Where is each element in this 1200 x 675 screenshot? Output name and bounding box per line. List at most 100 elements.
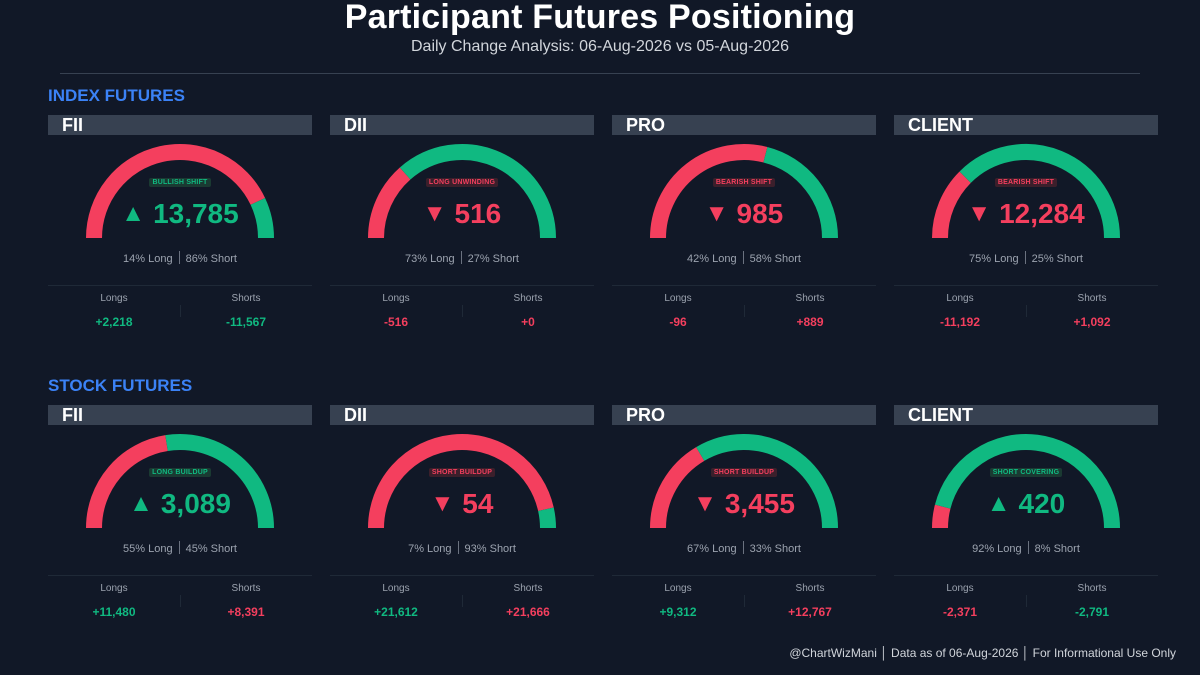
short-pct-label: 93% Short [464, 543, 516, 555]
signal-badge: SHORT COVERING [894, 468, 1158, 477]
longs-label: Longs [664, 583, 692, 594]
down-arrow-icon: ▼ [967, 200, 992, 227]
signal-badge-label: SHORT COVERING [989, 468, 1063, 477]
stats-column-divider [462, 595, 463, 607]
signal-badge: SHORT BUILDUP [330, 468, 594, 477]
shorts-label: Shorts [1077, 583, 1107, 594]
short-pct-label: 86% Short [185, 253, 237, 265]
stats-divider [894, 575, 1158, 576]
up-arrow-icon: ▲ [129, 490, 153, 517]
shorts-change-value: -11,567 [225, 315, 267, 329]
panel-header: PRO [612, 405, 876, 425]
shorts-change-value: +889 [796, 315, 824, 329]
gauge-long-segment [959, 144, 1120, 239]
shorts-label: Shorts [231, 293, 261, 304]
stats-column-divider [744, 305, 745, 317]
long-pct-label: 55% Long [123, 543, 173, 555]
ratio-divider [457, 541, 459, 554]
gauge [86, 143, 274, 239]
gauge-short-segment [650, 447, 705, 529]
stats-column-divider [180, 595, 181, 607]
long-short-ratio: 7% Long 93% Short [330, 541, 594, 555]
long-pct-label: 67% Long [687, 543, 737, 555]
long-pct-label: 73% Long [405, 253, 455, 265]
longs-change-value: -2,371 [942, 605, 978, 619]
gauge-long-segment [399, 144, 556, 239]
longs-label: Longs [664, 293, 692, 304]
net-change: ▲ 13,785 [48, 197, 312, 231]
ratio-divider [742, 541, 744, 554]
stats-column-divider [180, 305, 181, 317]
ratio-divider [742, 251, 744, 264]
stats-divider [612, 285, 876, 286]
longs-label: Longs [100, 293, 128, 304]
header-divider [60, 73, 1140, 74]
long-short-ratio: 73% Long 27% Short [330, 251, 594, 265]
stats-divider [330, 285, 594, 286]
net-change: ▲ 3,089 [48, 487, 312, 521]
participant-panel-pro: PRO SHORT BUILDUP ▼ 3,455 67% Long 33% Short L… [612, 405, 876, 635]
down-arrow-icon: ▼ [693, 490, 717, 517]
shorts-change-value: -2,791 [1074, 605, 1110, 619]
participant-panel-client: CLIENT BEARISH SHIFT ▼ 12,284 75% Long 25% Sh… [894, 115, 1158, 345]
section-title: STOCK FUTURES [48, 376, 193, 395]
stats-divider [48, 285, 312, 286]
stats-column-divider [1026, 595, 1027, 607]
gauge [650, 434, 838, 529]
participant-panel-client: CLIENT SHORT COVERING ▲ 420 92% Long 8% Short… [894, 405, 1158, 635]
longs-change-value: +2,218 [95, 315, 133, 329]
signal-badge: BEARISH SHIFT [894, 178, 1158, 187]
panel-header: CLIENT [894, 405, 1158, 425]
long-short-ratio: 67% Long 33% Short [612, 541, 876, 555]
net-change-value: 3,455 [724, 488, 795, 519]
net-change: ▼ 985 [612, 197, 876, 231]
gauge-short-segment [932, 171, 972, 239]
longs-change-value: +21,612 [374, 605, 418, 619]
gauge [368, 144, 556, 239]
stats-column-divider [1026, 305, 1027, 317]
signal-badge-label: SHORT BUILDUP [428, 468, 496, 477]
shorts-label: Shorts [795, 293, 825, 304]
footer-note: @ChartWizMani │ Data as of 06-Aug-2026 │… [789, 646, 1176, 660]
participant-panel-fii: FII BULLISH SHIFT ▲ 13,785 14% Long 86% Short… [48, 115, 312, 345]
stats-column-divider [744, 595, 745, 607]
shorts-change-value: +12,767 [788, 605, 832, 619]
gauge-long-segment [250, 197, 274, 239]
gauge-long-segment [763, 146, 838, 239]
short-pct-label: 25% Short [1031, 253, 1083, 265]
signal-badge-label: BEARISH SHIFT [712, 178, 776, 187]
gauge [86, 434, 274, 529]
short-pct-label: 33% Short [749, 543, 801, 555]
shorts-label: Shorts [513, 583, 543, 594]
participant-panel-fii: FII LONG BUILDUP ▲ 3,089 55% Long 45% Short Lo… [48, 405, 312, 635]
ratio-divider [1024, 251, 1026, 264]
long-short-ratio: 14% Long 86% Short [48, 251, 312, 265]
gauge-short-segment [86, 435, 169, 529]
stats-divider [330, 575, 594, 576]
ratio-divider [460, 251, 462, 264]
stats-divider [894, 285, 1158, 286]
gauge-long-segment [165, 434, 274, 529]
long-pct-label: 42% Long [687, 253, 737, 265]
net-change-value: 516 [454, 198, 502, 229]
gauge-short-segment [650, 144, 768, 239]
gauge [932, 433, 1120, 529]
shorts-change-value: +21,666 [506, 605, 550, 619]
shorts-change-value: +8,391 [227, 605, 265, 619]
long-short-ratio: 75% Long 25% Short [894, 251, 1158, 265]
net-change-value: 54 [462, 488, 494, 519]
net-change: ▼ 516 [330, 197, 594, 231]
gauge-short-segment [368, 434, 554, 529]
participant-panel-dii: DII SHORT BUILDUP ▼ 54 7% Long 93% Short Longs… [330, 405, 594, 635]
long-short-ratio: 92% Long 8% Short [894, 541, 1158, 555]
ratio-divider [1027, 541, 1029, 554]
panel-header: FII [48, 405, 312, 425]
panel-header: DII [330, 115, 594, 135]
net-change: ▼ 54 [330, 487, 594, 521]
gauge [368, 434, 556, 529]
long-pct-label: 92% Long [972, 543, 1022, 555]
panel-header: PRO [612, 115, 876, 135]
gauge [650, 144, 838, 239]
longs-change-value: -11,192 [939, 315, 981, 329]
net-change-value: 3,089 [160, 488, 231, 519]
